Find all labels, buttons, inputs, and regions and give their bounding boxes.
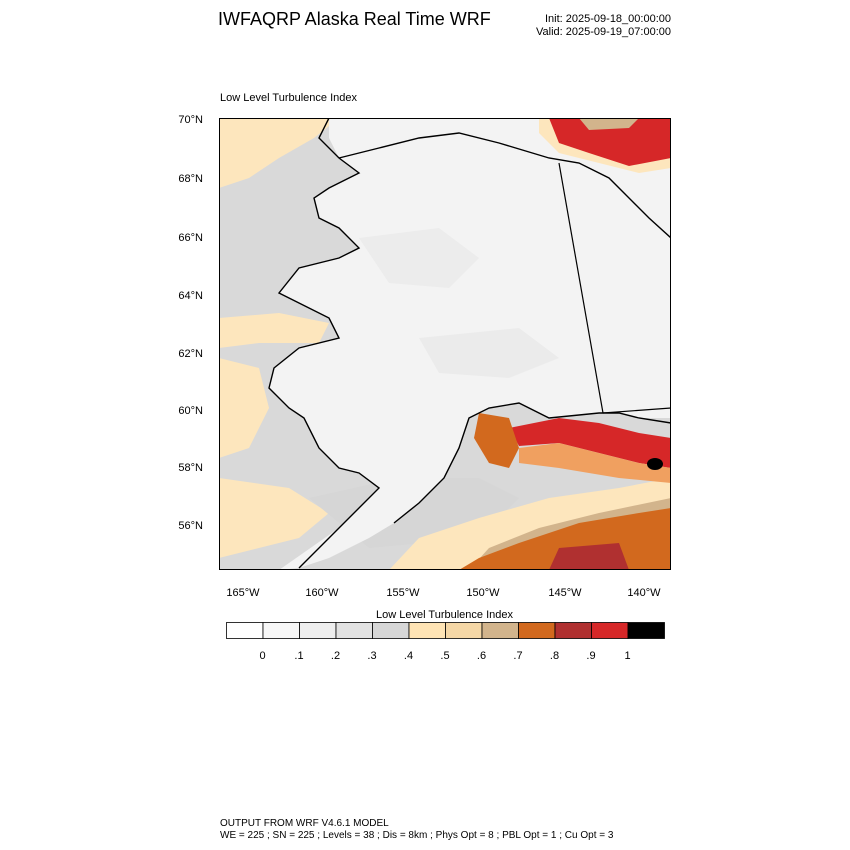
border-canada: [558, 162, 604, 414]
lon-label: 160°W: [305, 587, 339, 599]
lon-label: 140°W: [627, 587, 661, 599]
lat-label: 70°N: [178, 114, 203, 126]
tan-patch-south: [219, 478, 329, 558]
coast-orange-band-2: [519, 443, 671, 483]
colorbar-label: .9: [586, 650, 596, 662]
lat-label: 64°N: [178, 290, 203, 302]
plot-label: Low Level Turbulence Index: [220, 92, 357, 104]
colorbar-swatch: [226, 622, 264, 639]
colorbar-swatch: [335, 622, 373, 639]
colorbar-label: .4: [403, 650, 414, 662]
lat-label: 56°N: [178, 520, 203, 532]
lat-label: 60°N: [178, 405, 203, 417]
colorbar-swatch: [591, 622, 629, 639]
colorbar-label: .6: [476, 650, 487, 662]
land-gray-streak-2: [419, 328, 559, 378]
black-spot: [647, 458, 663, 470]
ne-red-core: [549, 118, 671, 166]
colorbar-label: .2: [330, 650, 341, 662]
colorbar-swatch: [262, 622, 300, 639]
model-footer: OUTPUT FROM WRF V4.6.1 MODEL WE = 225 ; …: [220, 818, 613, 842]
lon-label: 165°W: [226, 587, 260, 599]
colorbar-label: .1: [294, 650, 304, 662]
colorbar-label: .7: [513, 650, 523, 662]
coastline: [268, 118, 381, 569]
colorbar-label: .5: [440, 650, 450, 662]
footer-line-2: WE = 225 ; SN = 225 ; Levels = 38 ; Dis …: [220, 830, 614, 841]
coast-red-band: [509, 418, 671, 468]
colorbar-label: 1: [624, 650, 631, 662]
tan-patch-west-2: [219, 313, 329, 348]
map-frame: [219, 118, 671, 570]
lat-label: 62°N: [178, 348, 203, 360]
lat-label: 66°N: [178, 232, 203, 244]
colorbar: [226, 622, 665, 639]
turbulence-map: [219, 118, 671, 570]
colorbar-swatch: [554, 622, 592, 639]
border-canada-2: [602, 407, 671, 414]
footer-line-1: OUTPUT FROM WRF V4.6.1 MODEL: [220, 818, 389, 829]
run-times: Init: 2025-09-18_00:00:00 Valid: 2025-09…: [536, 13, 671, 39]
coastline-north: [338, 132, 671, 239]
init-time: Init: 2025-09-18_00:00:00: [545, 13, 671, 25]
colorbar-swatch: [481, 622, 519, 639]
lat-label: 58°N: [178, 462, 203, 474]
colorbar-title: Low Level Turbulence Index: [376, 609, 513, 621]
colorbar-label: .8: [549, 650, 560, 662]
ne-brown: [579, 118, 639, 130]
colorbar-label: 0: [259, 650, 266, 662]
colorbar-swatch: [627, 622, 665, 639]
lon-label: 145°W: [548, 587, 582, 599]
valid-time: Valid: 2025-09-19_07:00:00: [536, 26, 671, 38]
coast-orange-band: [474, 413, 519, 468]
colorbar-label: .3: [367, 650, 377, 662]
lat-label: 68°N: [178, 173, 203, 185]
gulf-red-patch: [549, 543, 629, 570]
tan-patch-west: [219, 118, 339, 188]
lon-label: 150°W: [466, 587, 500, 599]
lon-label: 155°W: [386, 587, 420, 599]
colorbar-swatch: [372, 622, 410, 639]
colorbar-swatch: [408, 622, 446, 639]
coastline-south: [393, 402, 671, 524]
map-title: IWFAQRP Alaska Real Time WRF: [218, 9, 491, 29]
colorbar-swatch: [299, 622, 337, 639]
colorbar-swatch: [445, 622, 483, 639]
tan-patch-southwest: [219, 358, 269, 458]
colorbar-swatch: [518, 622, 556, 639]
land-gray-streak: [359, 228, 479, 288]
